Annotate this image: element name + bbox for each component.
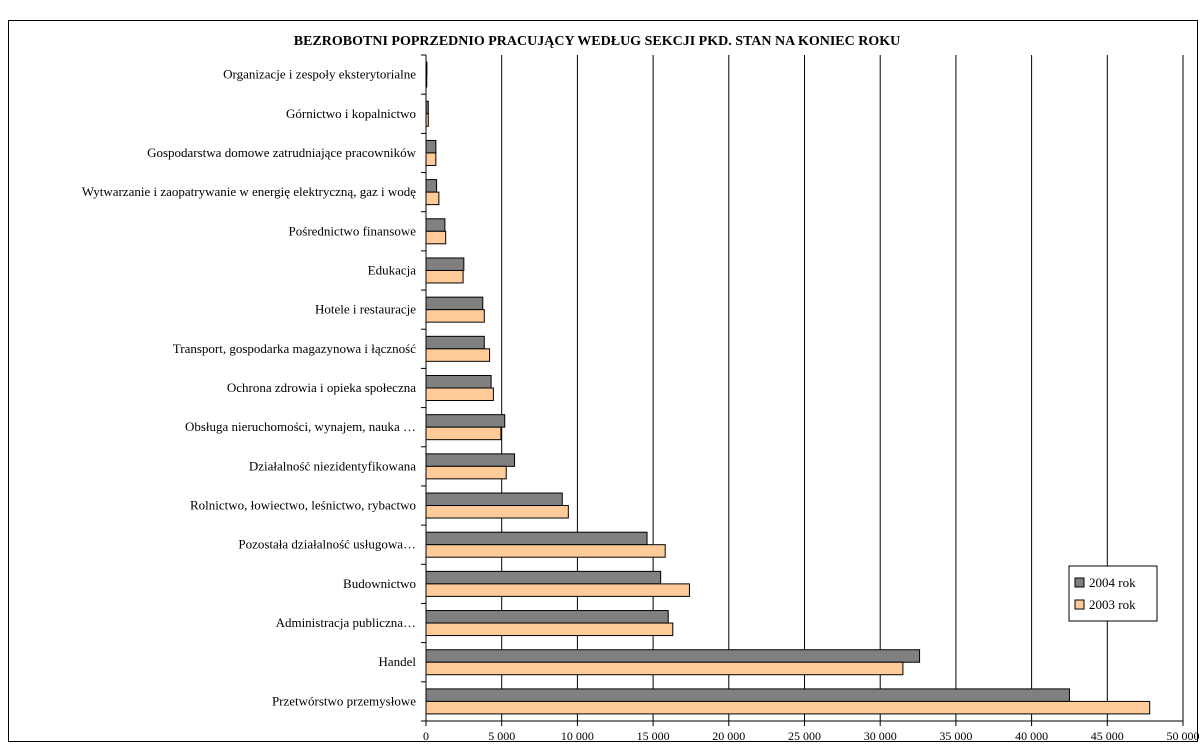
- legend-label-2003: 2003 rok: [1089, 597, 1136, 612]
- bar-chart: BEZROBOTNI POPRZEDNIO PRACUJĄCY WEDŁUG S…: [82, 34, 1199, 743]
- x-tick-label-50000: 50 000: [1167, 729, 1200, 743]
- bar-2003-8: [425, 387, 494, 401]
- bar-2004-2: [425, 139, 437, 154]
- category-label-3: Wytwarzanie i zaopatrywanie w energię el…: [82, 184, 417, 199]
- bar-2003-13: [425, 583, 690, 597]
- bar-2004-4: [425, 218, 446, 232]
- x-tick-label-25000: 25 000: [788, 729, 821, 743]
- category-label-6: Hotele i restauracje: [315, 302, 416, 317]
- bar-2003-5: [425, 269, 464, 284]
- bar-2004-11: [425, 492, 563, 507]
- category-label-14: Administracja publiczna…: [276, 615, 416, 630]
- category-label-15: Handel: [378, 654, 416, 669]
- chart-frame: BEZROBOTNI POPRZEDNIO PRACUJĄCY WEDŁUG S…: [8, 20, 1199, 743]
- category-label-4: Pośrednictwo finansowe: [289, 223, 417, 238]
- x-tick-label-40000: 40 000: [1015, 729, 1048, 743]
- legend: 2004 rok 2003 rok: [1068, 565, 1158, 622]
- x-tick-label-10000: 10 000: [561, 729, 594, 743]
- bar-2004-15: [425, 649, 921, 663]
- x-tick-labels: 0 5 000 10 000 15 000 20 000 25 000 30 000 35 0…: [423, 729, 1199, 743]
- category-label-13: Budownictwo: [343, 576, 416, 591]
- chart-title: BEZROBOTNI POPRZEDNIO PRACUJĄCY WEDŁUG S…: [294, 34, 900, 49]
- bar-2004-9: [425, 414, 506, 428]
- legend-box: [1068, 565, 1158, 622]
- bar-2003-15: [425, 661, 904, 676]
- bar-2003-3: [425, 191, 440, 206]
- legend-swatch-2003: [1074, 599, 1085, 610]
- bar-2004-14: [425, 610, 669, 624]
- bar-2003-12: [425, 544, 666, 558]
- bar-2003-2: [425, 152, 437, 166]
- bar-2003-11: [425, 505, 569, 519]
- bar-2004-10: [425, 453, 516, 467]
- category-label-7: Transport, gospodarka magazynowa i łączn…: [173, 341, 416, 356]
- x-tick-label-15000: 15 000: [637, 729, 670, 743]
- bar-2004-5: [425, 257, 465, 271]
- category-label-2: Gospodarstwa domowe zatrudniające pracow…: [147, 145, 417, 160]
- category-label-16: Przetwórstwo przemysłowe: [272, 693, 416, 708]
- x-tick-label-5000: 5 000: [488, 729, 515, 743]
- x-tick-label-30000: 30 000: [864, 729, 897, 743]
- bar-2003-16: [425, 700, 1151, 715]
- bar-2004-6: [425, 296, 484, 311]
- category-label-0: Organizacje i zespoły eksterytorialne: [223, 67, 416, 82]
- x-tick-label-45000: 45 000: [1091, 729, 1124, 743]
- legend-label-2004: 2004 rok: [1089, 575, 1136, 590]
- bar-2003-7: [425, 348, 491, 362]
- bar-2004-8: [425, 375, 492, 389]
- category-labels: Organizacje i zespoły eksterytorialne Gór…: [82, 67, 417, 709]
- bars: [425, 61, 1151, 715]
- bar-2004-12: [425, 531, 648, 546]
- bar-2003-6: [425, 309, 485, 323]
- x-tick-label-0: 0: [423, 729, 429, 743]
- bar-2004-7: [425, 335, 485, 350]
- bar-2003-9: [425, 426, 502, 441]
- bar-2004-3: [425, 179, 438, 193]
- bar-2004-16: [425, 688, 1070, 702]
- bar-2003-14: [425, 622, 674, 637]
- x-tick-label-20000: 20 000: [712, 729, 745, 743]
- bar-2003-10: [425, 465, 507, 480]
- bar-2004-13: [425, 570, 662, 585]
- category-label-1: Górnictwo i kopalnictwo: [286, 106, 416, 121]
- axes: [421, 54, 1184, 726]
- gridlines: [501, 55, 1184, 721]
- category-label-8: Ochrona zdrowia i opieka społeczna: [227, 380, 416, 395]
- category-label-12: Pozostała działalność usługowa…: [238, 537, 416, 552]
- category-label-10: Działalność niezidentyfikowana: [249, 458, 416, 473]
- x-tick-label-35000: 35 000: [939, 729, 972, 743]
- bar-2003-4: [425, 230, 447, 245]
- category-label-11: Rolnictwo, łowiectwo, leśnictwo, rybactw…: [190, 498, 416, 513]
- legend-swatch-2004: [1074, 577, 1085, 588]
- category-label-5: Edukacja: [368, 262, 417, 277]
- category-label-9: Obsługa nieruchomości, wynajem, nauka …: [185, 419, 416, 434]
